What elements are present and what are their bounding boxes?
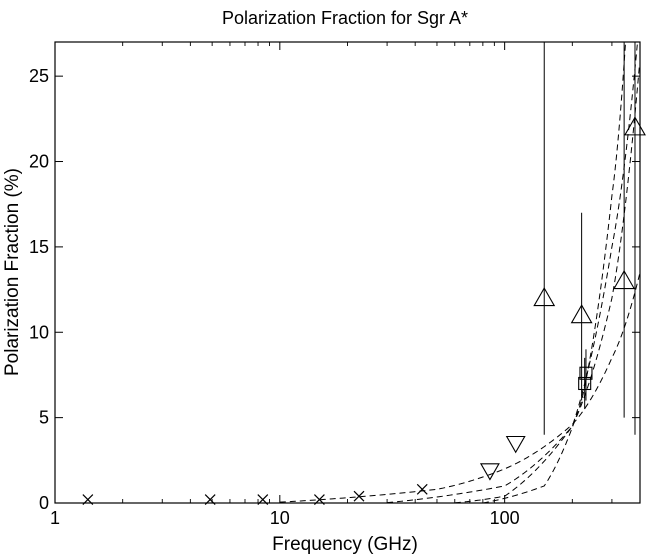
triangle-up-point [613, 269, 636, 290]
y-tick-label: 20 [29, 152, 49, 172]
plot-frame [54, 41, 641, 504]
y-tick-label: 15 [29, 237, 49, 257]
x-marker-point [416, 483, 428, 495]
square-point [579, 366, 593, 380]
x-marker-point [353, 490, 365, 502]
y-axis-label: Polarization Fraction (%) [2, 168, 23, 376]
errorbars-layer [543, 42, 636, 435]
model-curve-1 [279, 274, 641, 503]
x-tick-label: 100 [490, 508, 520, 528]
triangle-up-point [533, 287, 556, 307]
x-tick-label: 10 [270, 508, 290, 528]
triangle-down-point [479, 463, 500, 481]
y-tick-label: 10 [29, 322, 49, 342]
model-curve-3 [454, 41, 639, 504]
curves-layer [279, 41, 641, 504]
y-tick-label: 0 [39, 493, 49, 513]
model-curve-2 [387, 64, 641, 504]
model-curve-4 [482, 41, 627, 504]
chart-title: Polarization Fraction for Sgr A* [222, 8, 468, 28]
square-point [578, 376, 592, 391]
x-axis-label: Frequency (GHz) [272, 534, 418, 554]
y-tick-label: 5 [39, 408, 49, 428]
triangle-up-point [570, 304, 593, 324]
triangle-down-point [505, 435, 526, 454]
y-tick-label: 25 [29, 66, 49, 86]
points-layer [82, 116, 646, 506]
ticks-layer: 1 10 100 0 5 10 15 20 25 [29, 42, 640, 528]
x-tick-label: 1 [50, 508, 60, 528]
